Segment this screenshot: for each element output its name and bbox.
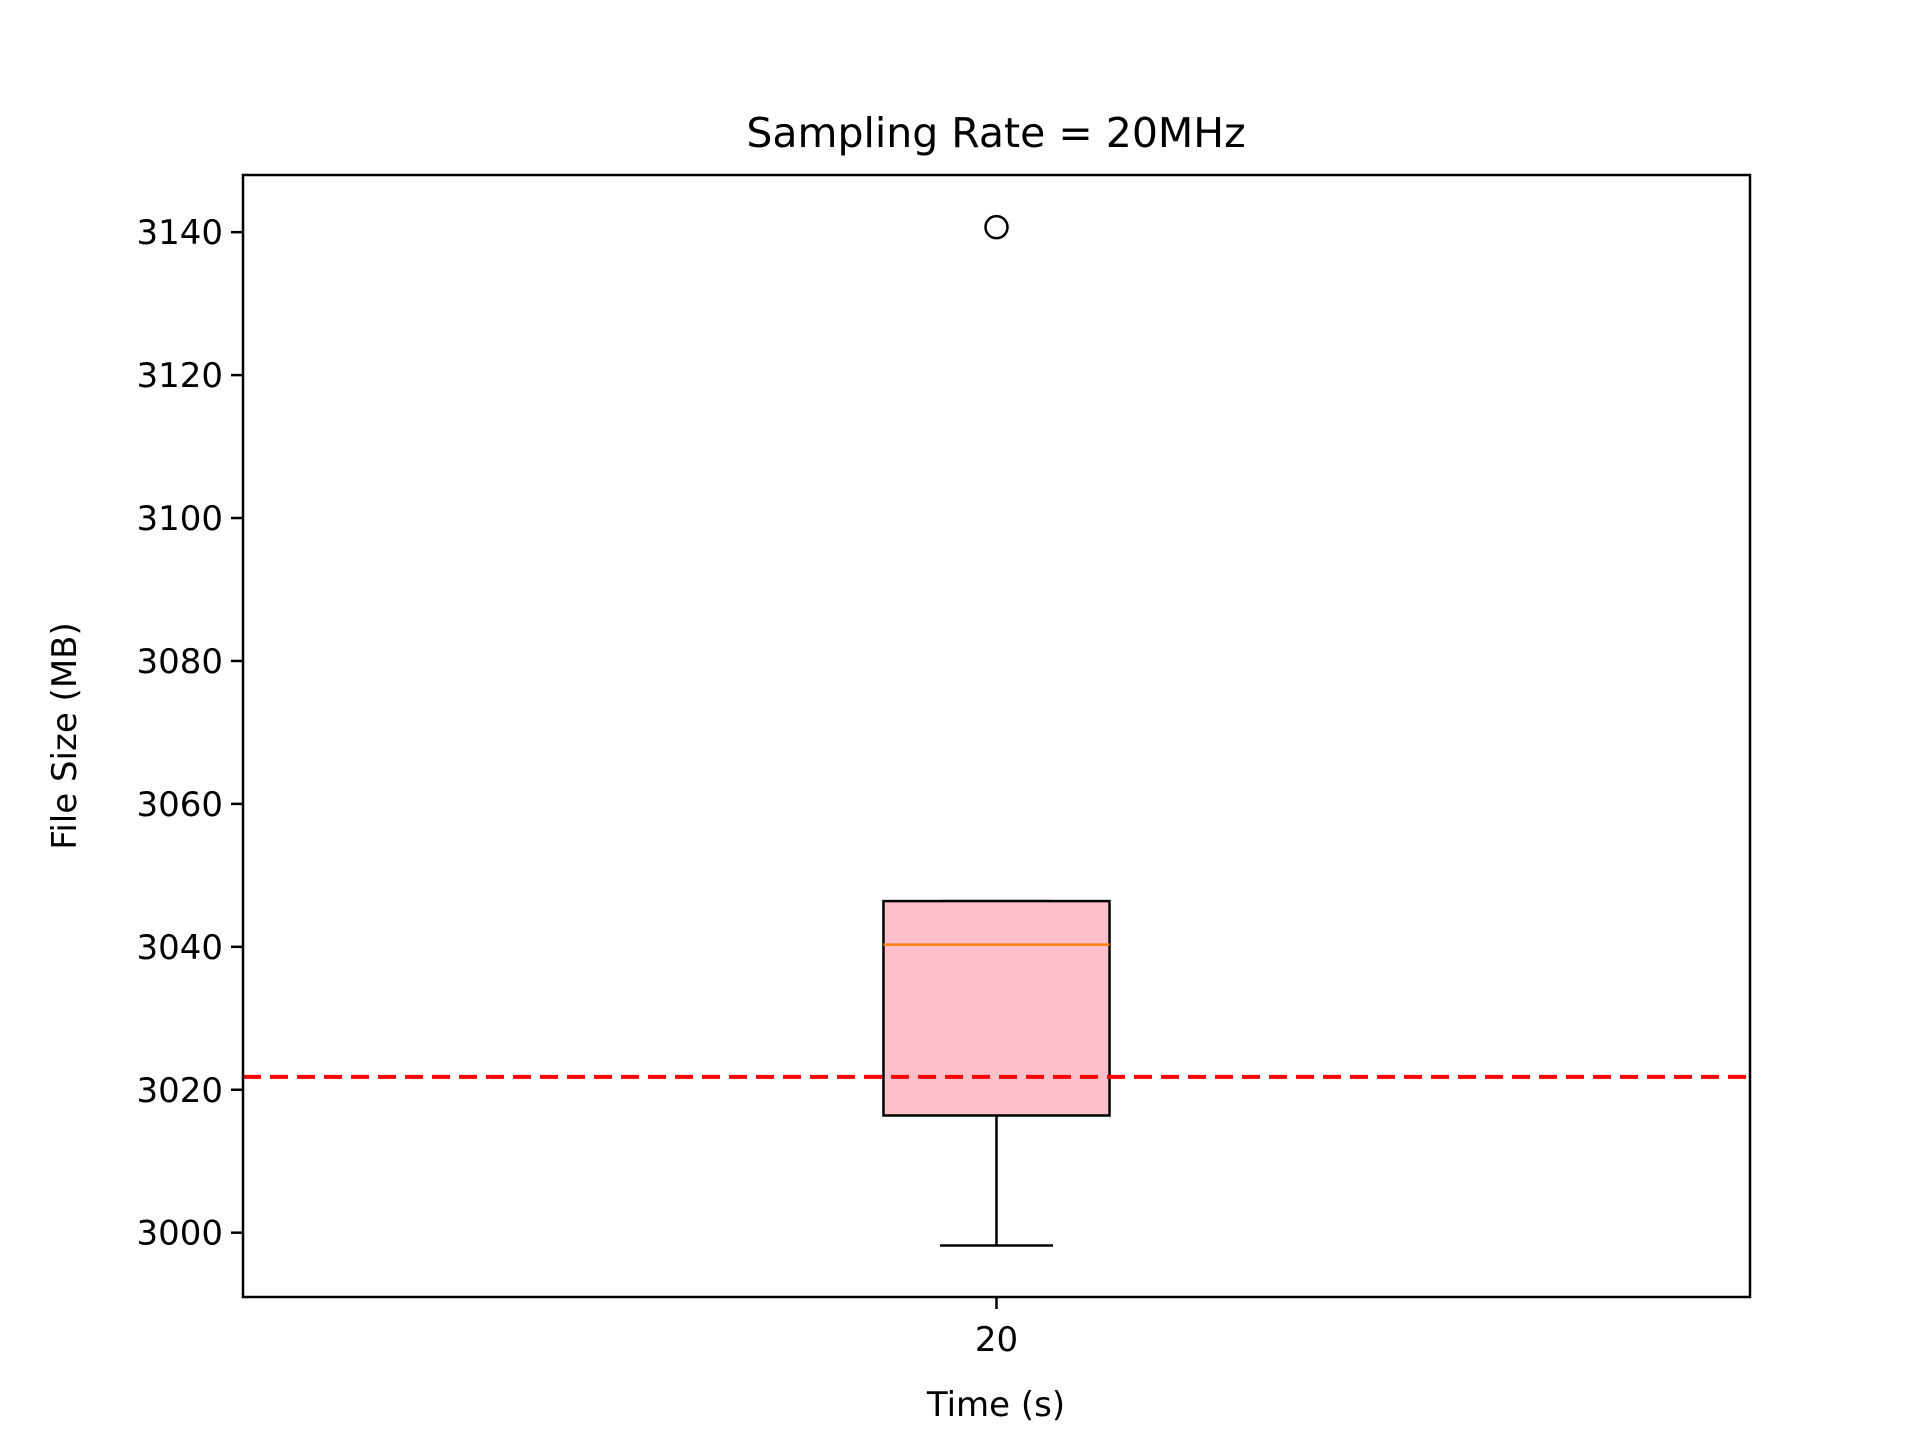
plot-area xyxy=(243,214,1750,1247)
chart-title: Sampling Rate = 20MHz xyxy=(746,109,1245,157)
y-tick-label: 3140 xyxy=(136,213,223,253)
box-iqr xyxy=(882,899,1111,1117)
y-tick-label: 3000 xyxy=(136,1214,223,1254)
y-axis-ticks: 3000 3020 3040 3060 3080 3100 3120 3140 xyxy=(136,213,243,1254)
y-axis-label: File Size (MB) xyxy=(45,622,85,850)
y-tick-label: 3040 xyxy=(136,928,223,968)
y-tick-label: 3020 xyxy=(136,1071,223,1111)
x-axis-label: Time (s) xyxy=(926,1385,1065,1425)
y-tick-label: 3100 xyxy=(136,499,223,539)
y-tick-label: 3080 xyxy=(136,642,223,682)
x-tick-label: 20 xyxy=(975,1320,1018,1360)
x-axis-ticks: 20 xyxy=(975,1297,1018,1360)
y-tick-label: 3120 xyxy=(136,356,223,396)
y-tick-label: 3060 xyxy=(136,785,223,825)
outlier-point xyxy=(984,214,1009,240)
